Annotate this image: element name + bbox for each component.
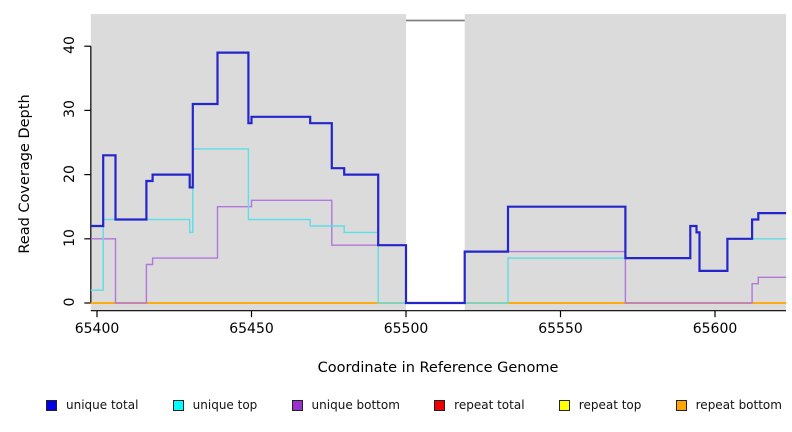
x-tick-label: 65550 bbox=[538, 321, 583, 337]
legend-label: unique top bbox=[192, 398, 258, 412]
legend-swatch-repeat-total bbox=[434, 399, 446, 411]
legend-swatch-unique-top bbox=[172, 399, 184, 411]
legend-swatch-unique-total bbox=[46, 399, 57, 411]
legend-item-unique-bottom: unique bottom bbox=[291, 398, 400, 412]
legend-item-unique-total: unique total bbox=[46, 399, 138, 411]
legend-item-repeat-total: repeat total bbox=[434, 398, 525, 412]
y-tick-label: 40 bbox=[62, 36, 78, 55]
legend-swatch-unique-bottom bbox=[291, 399, 303, 411]
legend-label: repeat total bbox=[454, 398, 525, 412]
x-tick-label: 65500 bbox=[383, 321, 429, 337]
legend-item-unique-top: unique top bbox=[172, 398, 258, 412]
series-line-unique-total bbox=[90, 51, 787, 305]
legend-label: repeat bottom bbox=[695, 398, 782, 412]
x-axis-title: Coordinate in Reference Genome bbox=[317, 360, 559, 376]
legend-label: repeat top bbox=[578, 398, 642, 412]
legend-swatch-repeat-top bbox=[558, 399, 570, 411]
x-tick-label: 65600 bbox=[692, 321, 738, 337]
series-line-unique-bottom bbox=[90, 199, 787, 304]
x-tick-label: 65450 bbox=[229, 321, 274, 337]
y-axis-title: Read Coverage Depth bbox=[17, 94, 33, 254]
legend-item-repeat-top: repeat top bbox=[558, 398, 642, 412]
x-tick-label: 65400 bbox=[74, 321, 120, 337]
legend: unique total unique top unique bottom repea… bbox=[46, 395, 782, 415]
legend-label: unique total bbox=[66, 398, 139, 412]
gap-region bbox=[406, 13, 465, 311]
legend-swatch-repeat-bottom bbox=[675, 399, 687, 411]
legend-item-repeat-bottom: repeat bottom bbox=[675, 398, 782, 412]
legend-label: unique bottom bbox=[311, 398, 400, 412]
